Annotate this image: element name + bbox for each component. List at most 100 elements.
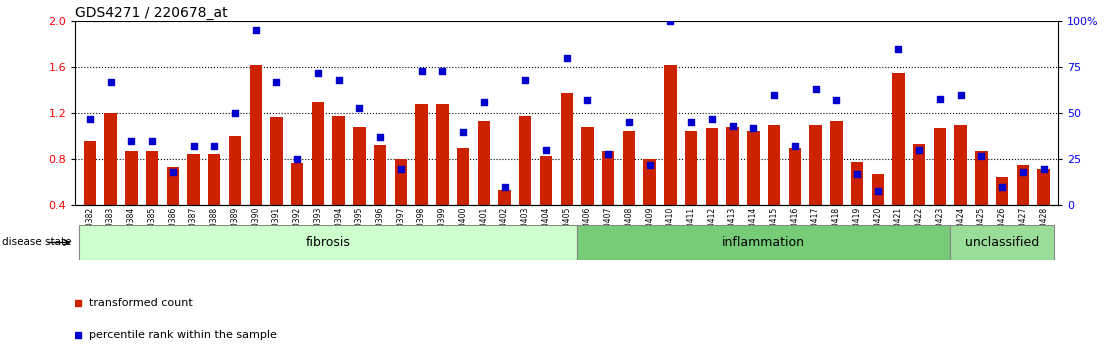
Point bbox=[702, 116, 720, 122]
Point bbox=[1014, 169, 1032, 175]
Point bbox=[578, 98, 596, 103]
Point bbox=[973, 153, 991, 159]
Bar bbox=[623, 131, 635, 205]
Point bbox=[786, 144, 803, 149]
Bar bbox=[166, 167, 179, 205]
Bar bbox=[353, 127, 366, 205]
Bar bbox=[437, 104, 449, 205]
Bar bbox=[332, 115, 345, 205]
Bar bbox=[291, 163, 304, 205]
Point bbox=[205, 144, 223, 149]
Bar bbox=[913, 144, 925, 205]
Bar bbox=[577, 225, 951, 260]
Bar bbox=[456, 148, 470, 205]
Bar bbox=[644, 159, 656, 205]
Point bbox=[993, 184, 1010, 190]
Bar bbox=[1037, 169, 1050, 205]
Bar bbox=[228, 136, 242, 205]
Bar bbox=[311, 102, 325, 205]
Point bbox=[309, 70, 327, 76]
Bar bbox=[768, 125, 780, 205]
Point bbox=[369, 135, 387, 141]
Point bbox=[620, 120, 638, 125]
Bar bbox=[582, 127, 594, 205]
Point bbox=[81, 116, 99, 122]
Point bbox=[164, 169, 182, 175]
Point bbox=[371, 135, 389, 140]
Point bbox=[599, 151, 617, 156]
Bar bbox=[146, 151, 158, 205]
Bar bbox=[270, 117, 283, 205]
Bar bbox=[954, 125, 967, 205]
Text: unclassified: unclassified bbox=[965, 236, 1039, 249]
Text: disease state: disease state bbox=[2, 238, 72, 247]
Bar bbox=[747, 131, 760, 205]
Point bbox=[330, 77, 348, 83]
Point bbox=[869, 188, 886, 193]
Bar bbox=[80, 225, 577, 260]
Bar bbox=[830, 121, 842, 205]
Point bbox=[413, 68, 431, 74]
Bar bbox=[1017, 165, 1029, 205]
Bar bbox=[249, 65, 261, 205]
Point bbox=[724, 123, 741, 129]
Bar bbox=[685, 131, 697, 205]
Bar bbox=[872, 174, 884, 205]
Bar bbox=[892, 73, 905, 205]
Bar bbox=[540, 156, 552, 205]
Point bbox=[123, 138, 141, 144]
Point bbox=[537, 147, 555, 153]
Point bbox=[454, 129, 472, 135]
Text: fibrosis: fibrosis bbox=[306, 236, 351, 249]
Bar bbox=[727, 127, 739, 205]
Text: GDS4271 / 220678_at: GDS4271 / 220678_at bbox=[75, 6, 228, 20]
Bar bbox=[975, 151, 987, 205]
Bar bbox=[394, 159, 407, 205]
Point bbox=[931, 96, 948, 101]
Bar bbox=[125, 151, 137, 205]
Bar bbox=[789, 148, 801, 205]
Point bbox=[745, 125, 762, 131]
Bar bbox=[478, 121, 490, 205]
Point bbox=[661, 18, 679, 24]
Point bbox=[557, 55, 576, 61]
Bar bbox=[934, 128, 946, 205]
Point bbox=[102, 79, 120, 85]
Point bbox=[433, 68, 451, 74]
Point bbox=[911, 147, 929, 153]
Bar bbox=[208, 154, 220, 205]
Bar bbox=[373, 145, 387, 205]
Point bbox=[807, 86, 824, 92]
Bar bbox=[706, 128, 718, 205]
Point bbox=[392, 166, 410, 171]
Text: transformed count: transformed count bbox=[90, 298, 193, 308]
Bar bbox=[187, 154, 199, 205]
Point bbox=[683, 120, 700, 125]
Point bbox=[1035, 166, 1053, 171]
Bar bbox=[416, 104, 428, 205]
Point bbox=[828, 98, 845, 103]
Bar bbox=[664, 65, 677, 205]
Point bbox=[247, 28, 265, 33]
Point bbox=[516, 77, 534, 83]
Point bbox=[350, 105, 368, 110]
Point bbox=[288, 156, 306, 162]
Point bbox=[475, 99, 493, 105]
Point bbox=[890, 46, 907, 52]
Point bbox=[143, 138, 161, 144]
Text: percentile rank within the sample: percentile rank within the sample bbox=[90, 330, 277, 339]
Bar bbox=[996, 177, 1008, 205]
Bar bbox=[104, 113, 116, 205]
Bar bbox=[561, 93, 573, 205]
Point bbox=[495, 184, 513, 190]
Bar bbox=[519, 115, 532, 205]
Bar bbox=[951, 225, 1054, 260]
Point bbox=[766, 92, 783, 98]
Text: inflammation: inflammation bbox=[722, 236, 806, 249]
Bar bbox=[602, 151, 615, 205]
Point bbox=[848, 171, 865, 177]
Point bbox=[952, 92, 970, 98]
Point bbox=[226, 110, 244, 116]
Point bbox=[640, 162, 658, 168]
Bar bbox=[499, 190, 511, 205]
